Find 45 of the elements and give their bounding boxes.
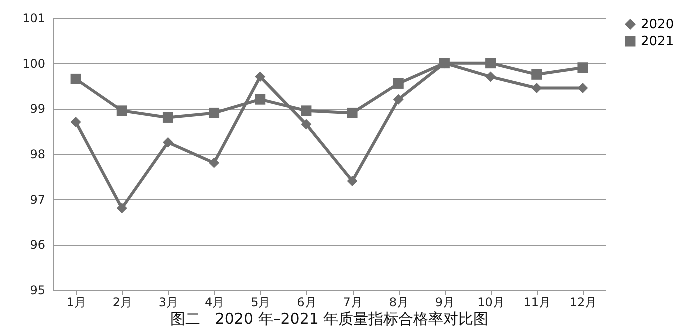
point — [70, 74, 82, 84]
y-tick-label: 95 — [30, 284, 46, 298]
point — [532, 69, 542, 80]
point — [578, 83, 588, 94]
point — [486, 58, 496, 69]
point — [301, 106, 312, 116]
x-tick-label: 1月 — [66, 296, 86, 310]
point — [70, 117, 82, 128]
y-tick-label: 100 — [22, 56, 46, 71]
y-tick-label: 96 — [30, 238, 46, 252]
x-tick-label: 6月 — [297, 296, 317, 310]
x-tick-label: 3月 — [158, 296, 179, 310]
point — [255, 94, 266, 105]
x-tick-label: 5月 — [251, 296, 271, 310]
point — [116, 106, 128, 116]
point — [486, 72, 496, 82]
x-tick-label: 4月 — [204, 296, 225, 310]
point — [209, 108, 220, 118]
x-tick-label: 8月 — [389, 296, 409, 310]
point — [393, 94, 404, 105]
y-tick-label: 101 — [22, 12, 46, 26]
point — [162, 112, 174, 123]
point — [347, 108, 358, 118]
point — [162, 137, 174, 148]
x-tick-label: 9月 — [435, 296, 456, 310]
point — [255, 72, 266, 82]
point — [578, 62, 588, 74]
text: 图二 2020 年–2021 年质量指标合格率对比图 — [170, 310, 489, 328]
y-tick-label: 97 — [30, 192, 46, 207]
x-tick-label: 2月 — [112, 296, 132, 310]
point — [532, 83, 542, 94]
point — [116, 203, 128, 214]
legend-label: 2021 — [641, 34, 674, 50]
point — [301, 119, 312, 130]
x-tick-label: 7月 — [343, 296, 363, 310]
point — [209, 158, 220, 168]
y-tick-label: 99 — [30, 102, 46, 116]
legend-label: 2020 — [641, 18, 674, 32]
y-tick-label: 98 — [30, 148, 46, 162]
x-tick-label: 12月 — [570, 296, 598, 310]
point — [347, 176, 358, 186]
x-tick-label: 10月 — [478, 296, 505, 310]
point — [393, 78, 404, 89]
x-tick-label: 11月 — [524, 296, 552, 310]
point — [439, 58, 450, 69]
